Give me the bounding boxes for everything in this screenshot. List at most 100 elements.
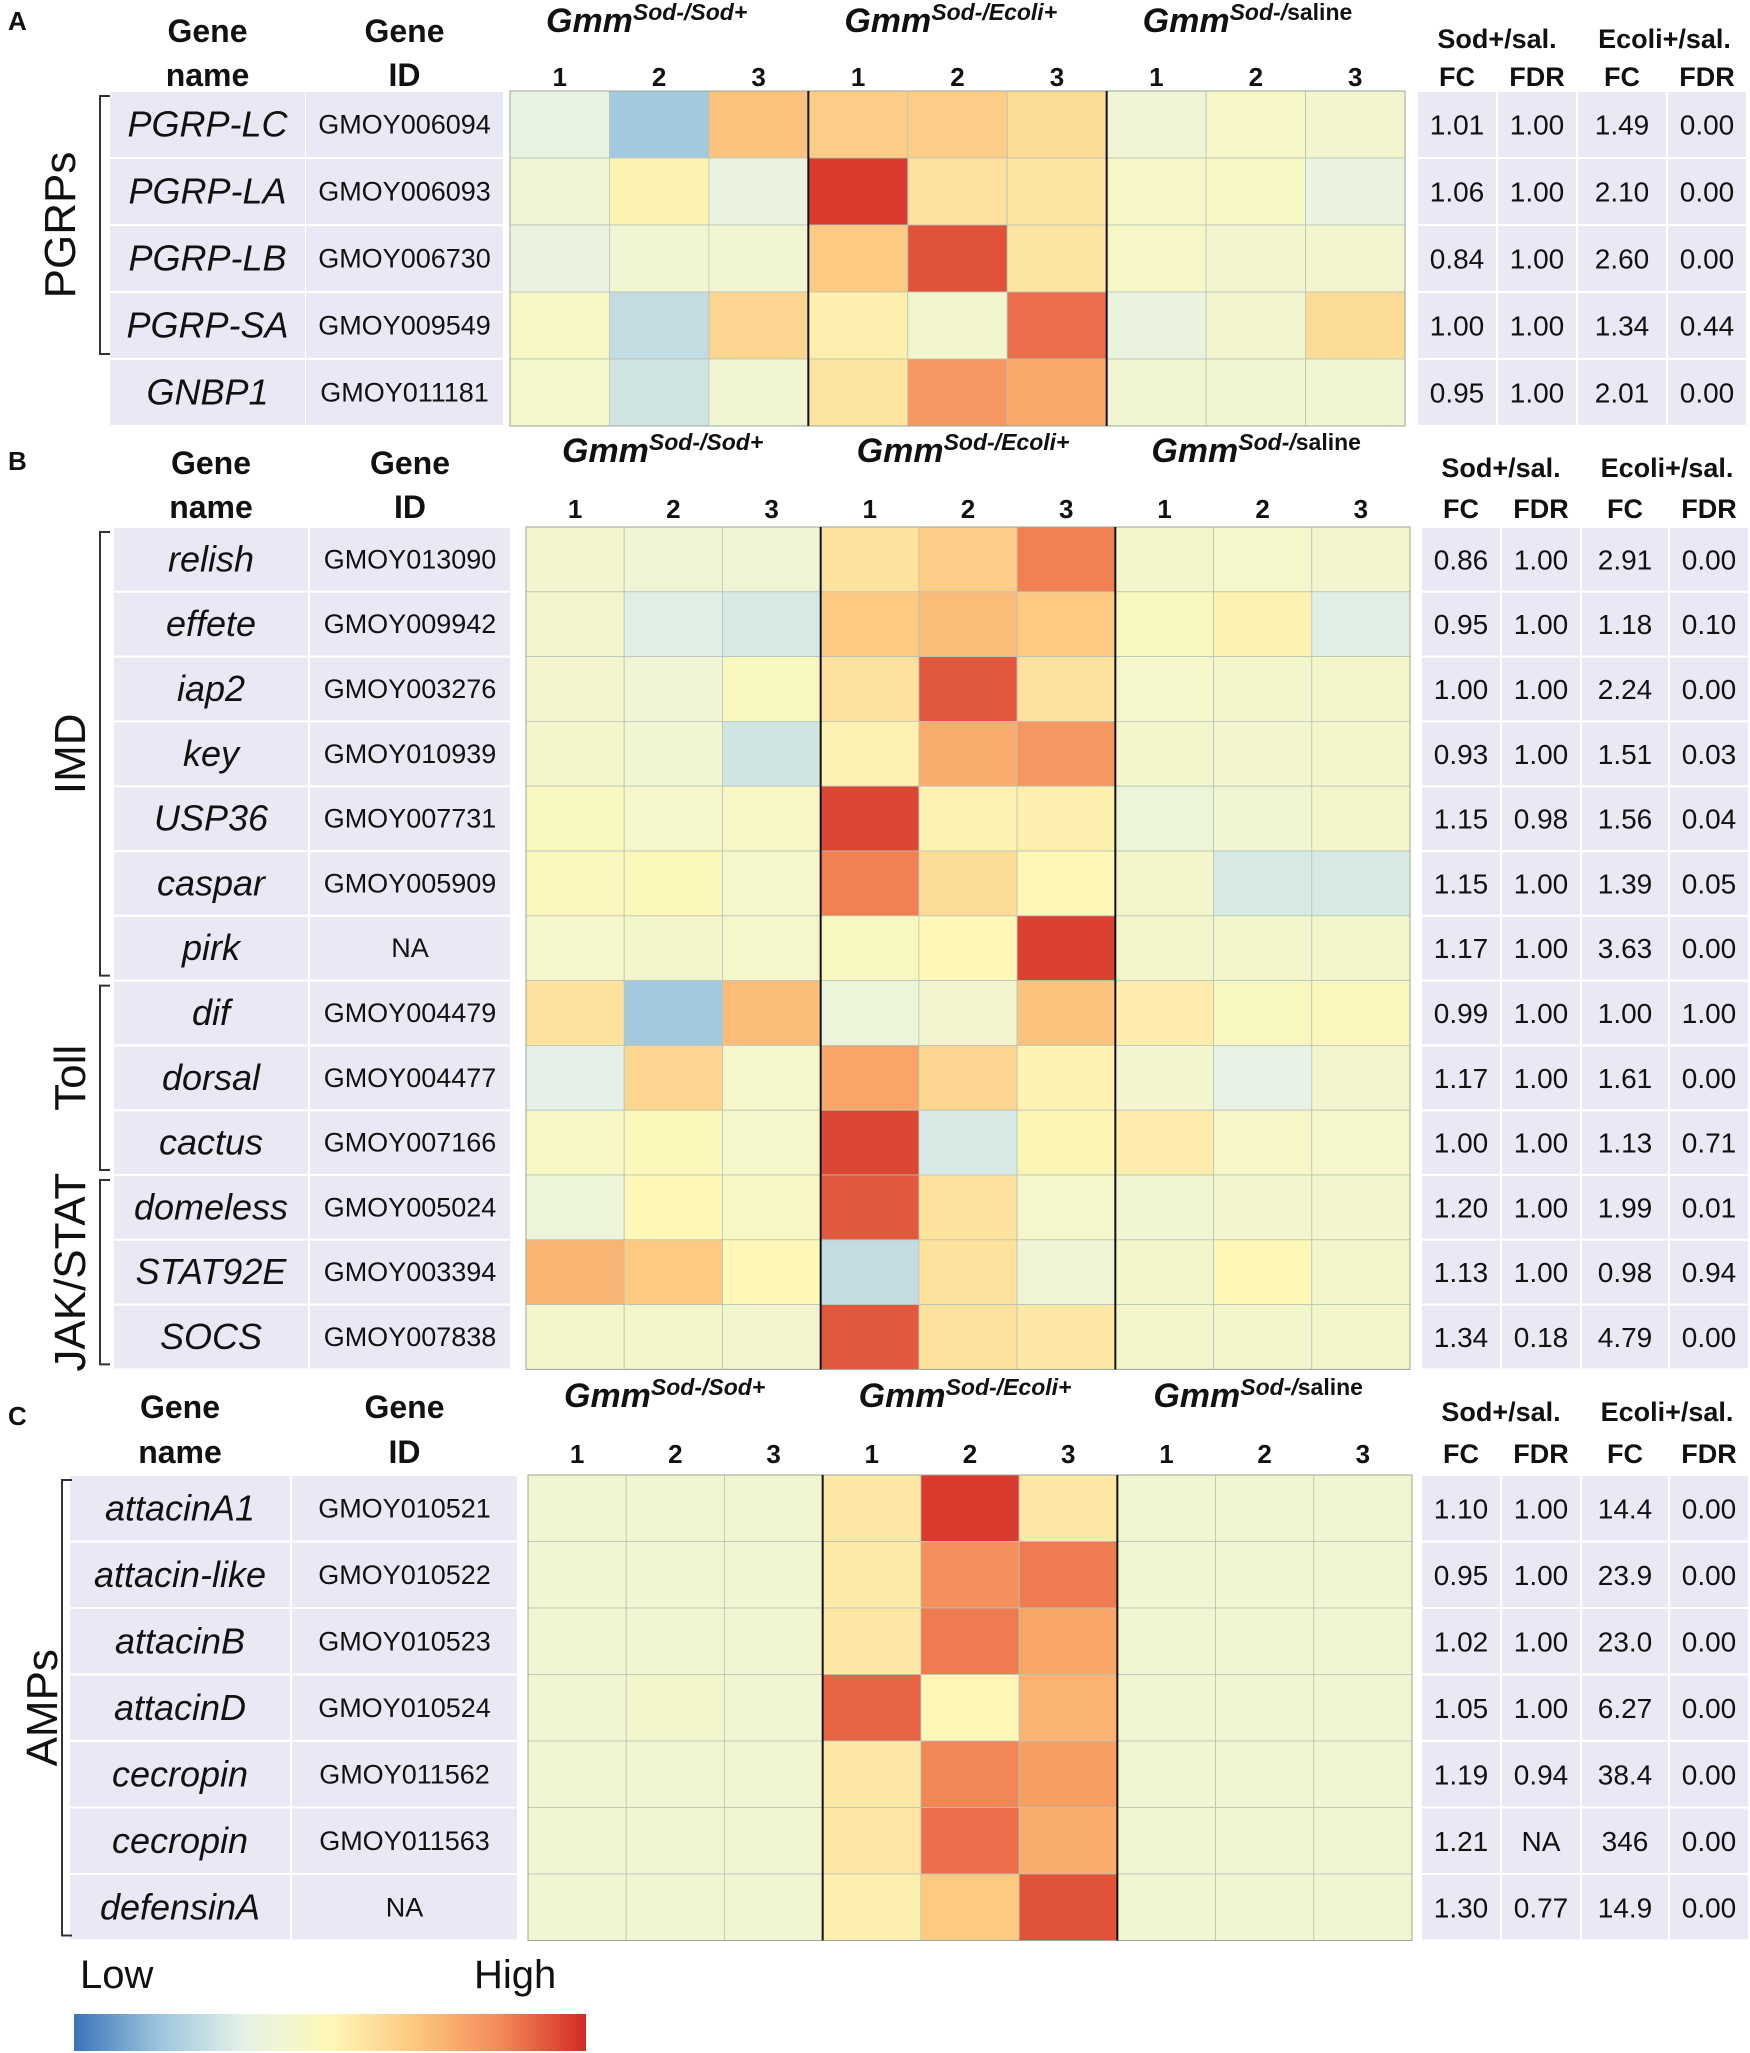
heatmap-cell — [1018, 1674, 1118, 1742]
stat-cell — [1670, 1542, 1748, 1607]
stat-cell — [1670, 916, 1748, 980]
heatmap-cell — [1311, 1239, 1411, 1306]
group-bracket — [61, 1479, 72, 1937]
stat-value: 14.4 — [1598, 1493, 1653, 1524]
stat-value: NA — [1522, 1826, 1561, 1857]
heatmap-cell — [1215, 1541, 1315, 1609]
stat-column-header-fdr: FDR — [1513, 494, 1569, 524]
stat-value: 0.77 — [1514, 1892, 1569, 1923]
heatmap-cell — [623, 1239, 723, 1306]
stat-cell — [1668, 360, 1746, 425]
heatmap-cell — [918, 1174, 1018, 1241]
stat-value: 1.00 — [1514, 1128, 1569, 1159]
gene-id-cell — [310, 981, 510, 1045]
heatmap-cell — [527, 1807, 627, 1875]
stat-value: 0.18 — [1514, 1322, 1569, 1353]
gene-id: GMOY003394 — [324, 1257, 497, 1287]
gene-name: caspar — [157, 862, 267, 903]
stat-cell — [1668, 159, 1746, 224]
stat-value: 1.00 — [1510, 244, 1565, 275]
stat-value: 0.00 — [1682, 1322, 1737, 1353]
gene-name-cell — [114, 852, 308, 915]
heatmap-cell — [623, 1174, 723, 1241]
group-superscript: Sod-/Ecoli+ — [944, 429, 1070, 455]
heatmap-cell — [724, 1740, 824, 1808]
heatmap-cell — [722, 1045, 822, 1111]
gene-id: GMOY005024 — [324, 1192, 497, 1222]
heatmap-cell — [918, 591, 1018, 657]
gene-name-cell — [70, 1609, 290, 1674]
heatmap-cell — [623, 915, 723, 981]
heatmap-cell — [623, 785, 723, 852]
heatmap-cell — [820, 1304, 920, 1370]
stat-value: 1.13 — [1598, 1128, 1653, 1159]
group-superscript: Sod-/Sod+ — [651, 1374, 765, 1400]
heatmap-cell — [920, 1807, 1020, 1875]
heatmap-cell — [708, 358, 809, 427]
replicate-label: 1 — [1157, 494, 1171, 524]
stat-cell — [1422, 722, 1500, 786]
replicate-label: 1 — [863, 494, 877, 524]
heatmap-cell — [1313, 1740, 1413, 1808]
heatmap-cell — [1116, 1807, 1216, 1875]
gene-id-header-line1: Gene — [370, 445, 450, 481]
gene-id: GMOY010939 — [324, 739, 497, 769]
heatmap-cell — [1213, 656, 1313, 722]
stat-value: 1.18 — [1598, 609, 1653, 640]
stat-value: 0.01 — [1682, 1192, 1737, 1223]
heatmap-cell — [722, 1174, 822, 1241]
heatmap-cell — [609, 291, 710, 360]
heatmap-cell — [1311, 1174, 1411, 1241]
heatmap-cell — [1213, 850, 1313, 917]
heatmap-cell — [1313, 1873, 1413, 1941]
gene-id: GMOY010523 — [318, 1626, 491, 1656]
stat-value: 2.10 — [1595, 177, 1650, 208]
stat-cell — [1582, 852, 1668, 915]
heatmap-cell — [907, 224, 1008, 293]
heatmap-cell — [1213, 1304, 1313, 1370]
stat-value: 1.00 — [1514, 1626, 1569, 1657]
heatmap-cell — [1114, 1174, 1214, 1241]
heatmap-cell — [918, 1045, 1018, 1111]
stat-cell — [1582, 1675, 1668, 1740]
heatmap-cell — [1016, 1174, 1116, 1241]
heatmap-cell — [1016, 785, 1116, 852]
heatmap-cell — [1114, 526, 1214, 593]
legend-high-label: High — [474, 1953, 556, 1997]
stat-cell — [1582, 657, 1668, 721]
heatmap-cell — [918, 1304, 1018, 1370]
stat-cell — [1578, 360, 1666, 425]
stat-cell — [1502, 1176, 1580, 1239]
group-title-2: GmmSod-/Ecoli+ — [857, 429, 1070, 470]
stat-value: 1.34 — [1595, 311, 1650, 342]
heatmap-cell — [525, 850, 625, 917]
heatmap-cell — [1116, 1740, 1216, 1808]
gene-id: GMOY011181 — [320, 378, 489, 408]
stat-cell — [1578, 92, 1666, 157]
group-superscript-normal: saline — [1298, 1374, 1363, 1400]
stat-cell — [1422, 1176, 1500, 1239]
heatmap-cell — [1106, 358, 1207, 427]
stat-cell — [1498, 92, 1576, 157]
stat-cell — [1502, 1742, 1580, 1807]
heatmap-cell — [724, 1873, 824, 1941]
stat-cell — [1422, 1111, 1500, 1174]
stat-value: 1.00 — [1434, 674, 1489, 705]
stat-cell — [1668, 92, 1746, 157]
stat-value: 1.00 — [1514, 1693, 1569, 1724]
stat-column-header-fdr: FDR — [1509, 62, 1565, 92]
heatmap-cell — [920, 1873, 1020, 1941]
stat-cell — [1418, 159, 1496, 224]
gene-name-header-line1: Gene — [171, 445, 251, 481]
replicate-label: 3 — [764, 494, 778, 524]
stat-cell — [1670, 1476, 1748, 1541]
replicate-label: 2 — [963, 1439, 977, 1469]
gene-id-header-line1: Gene — [364, 13, 444, 49]
gene-name: cactus — [159, 1122, 263, 1163]
gene-name: effete — [166, 603, 256, 644]
stat-value: 1.00 — [1510, 311, 1565, 342]
stat-column-header-fc: FC — [1439, 62, 1475, 92]
stat-column-header-fc: FC — [1443, 494, 1479, 524]
stat-value: 2.24 — [1598, 674, 1653, 705]
stat-cell — [1670, 657, 1748, 721]
